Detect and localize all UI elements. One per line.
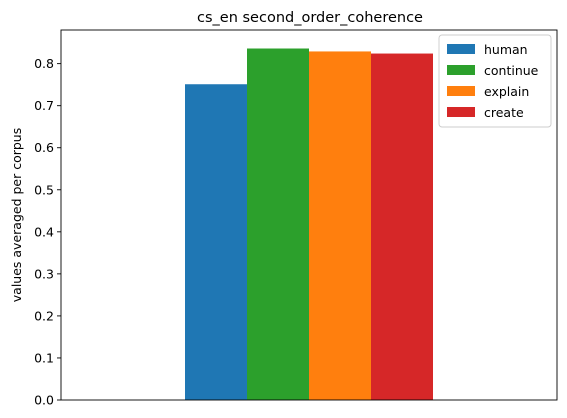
bar-explain — [309, 51, 371, 401]
y-tick-label: 0.2 — [34, 308, 54, 323]
y-axis: 0.0 0.1 0.2 0.3 0.4 0.5 0.6 0.7 0.8 — [34, 56, 61, 408]
y-tick-label: 0.5 — [34, 182, 54, 197]
legend-label-human: human — [484, 42, 528, 57]
legend-swatch-continue — [447, 65, 475, 75]
legend-swatch-human — [447, 44, 475, 54]
legend-label-explain: explain — [484, 84, 529, 99]
legend-box — [438, 34, 552, 128]
plot-frame — [60, 29, 558, 401]
y-tick-label: 0.3 — [34, 266, 54, 281]
legend-label-create: create — [484, 105, 524, 120]
legend-swatch-explain — [447, 86, 475, 96]
bar-continue — [247, 48, 309, 400]
legend: human continue explain create — [438, 34, 552, 128]
y-tick-label: 0.6 — [34, 140, 54, 155]
bars-group — [185, 48, 433, 401]
y-axis-label: values averaged per corpus — [9, 128, 24, 302]
legend-swatch-create — [447, 107, 475, 117]
y-tick-label: 0.8 — [34, 56, 54, 71]
legend-label-continue: continue — [484, 63, 539, 78]
y-tick-label: 0.0 — [34, 393, 54, 408]
y-tick-label: 0.7 — [34, 98, 54, 113]
y-tick-label: 0.1 — [34, 350, 54, 365]
y-tick-label: 0.4 — [34, 224, 54, 239]
bar-human — [185, 84, 247, 400]
chart-title: cs_en second_order_coherence — [197, 10, 423, 26]
bar-create — [371, 53, 433, 400]
